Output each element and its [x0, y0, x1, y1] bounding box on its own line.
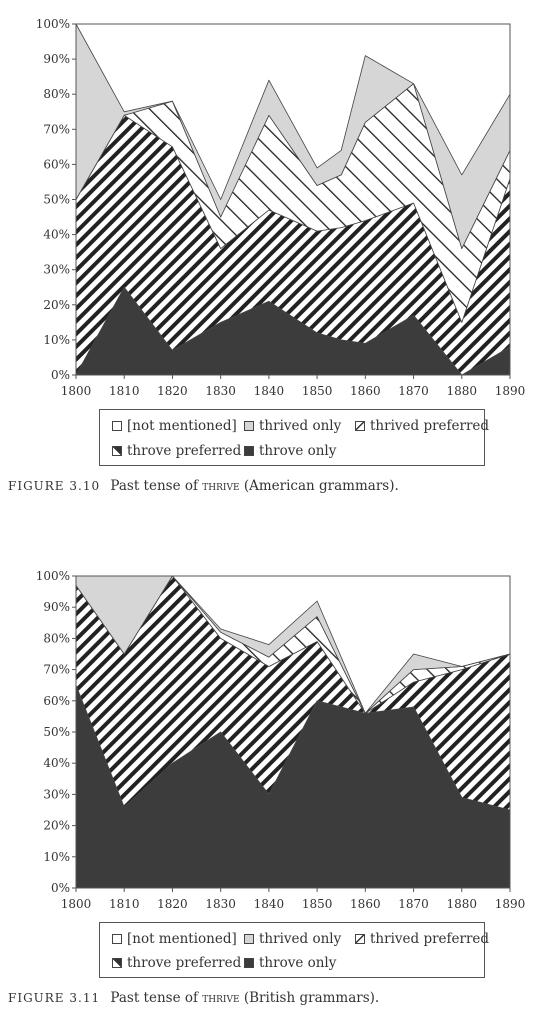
swatch-throve-preferred	[112, 446, 122, 456]
x-tick-label: 1880	[447, 384, 478, 398]
swatch-thrived-only	[244, 421, 254, 431]
y-tick-label: 80%	[43, 87, 70, 101]
caption-word: thrive	[202, 990, 240, 1006]
x-tick-label: 1830	[205, 384, 236, 398]
legend-label: throve only	[259, 443, 337, 459]
caption-word: thrive	[202, 478, 240, 494]
figure-3-11: 0% 10% 20% 30% 40% 50% 60% 70% 80% 90% 100% 1800 181…	[0, 560, 540, 1023]
x-tick-label: 1820	[157, 897, 188, 911]
y-tick-label: 0%	[51, 368, 70, 382]
y-tick-label: 30%	[43, 263, 70, 277]
y-tick-label: 20%	[43, 819, 70, 833]
x-tick-label: 1860	[350, 897, 381, 911]
legend-label: [not mentioned]	[127, 931, 237, 947]
x-tick-label: 1850	[302, 897, 333, 911]
y-tick-label: 10%	[43, 850, 70, 864]
x-tick-label: 1880	[447, 897, 478, 911]
figure-3-10: 0% 10% 20% 30% 40% 50% 60% 70% 80% 90% 100% 1800 181…	[0, 0, 540, 500]
legend-label: thrived only	[259, 931, 342, 947]
caption-text-after: (British grammars).	[239, 990, 380, 1006]
y-tick-label: 0%	[51, 881, 70, 895]
y-tick-label: 10%	[43, 333, 70, 347]
y-tick-label: 70%	[43, 122, 70, 136]
legend-item-thrived-preferred: thrived preferred	[355, 418, 489, 434]
legend-item-throve-preferred: throve preferred	[112, 443, 241, 459]
chart-american-grammars: 0% 10% 20% 30% 40% 50% 60% 70% 80% 90% 100% 1800 181…	[36, 17, 526, 398]
x-tick-label: 1860	[350, 384, 381, 398]
y-tick-label: 40%	[43, 756, 70, 770]
caption-text-before: Past tense of	[110, 478, 203, 494]
figure-number: FIGURE 3.10	[8, 479, 101, 493]
y-tick-label: 20%	[43, 298, 70, 312]
figure-number: FIGURE 3.11	[8, 991, 101, 1005]
swatch-thrived-preferred	[355, 421, 365, 431]
y-tick-label: 100%	[36, 17, 70, 31]
legend-label: [not mentioned]	[127, 418, 237, 434]
legend-item-not-mentioned: [not mentioned]	[112, 418, 237, 434]
y-tick-label: 90%	[43, 52, 70, 66]
legend-item-not-mentioned: [not mentioned]	[112, 931, 237, 947]
legend: [not mentioned] thrived only thrived pre…	[99, 409, 489, 466]
x-tick-label: 1890	[495, 384, 526, 398]
y-tick-label: 90%	[43, 600, 70, 614]
legend-label: thrived preferred	[370, 418, 490, 434]
swatch-throve-only	[244, 446, 254, 456]
x-tick-label: 1840	[254, 897, 285, 911]
legend-item-thrived-preferred: thrived preferred	[355, 931, 489, 947]
legend-label: throve preferred	[127, 955, 242, 971]
swatch-not-mentioned	[112, 421, 122, 431]
caption-text-before: Past tense of	[110, 990, 203, 1006]
y-tick-label: 30%	[43, 787, 70, 801]
y-tick-label: 60%	[43, 157, 70, 171]
x-tick-label: 1810	[109, 384, 140, 398]
x-tick-label: 1830	[205, 897, 236, 911]
legend-label: thrived only	[259, 418, 342, 434]
swatch-thrived-only	[244, 934, 254, 944]
y-tick-label: 50%	[43, 725, 70, 739]
y-tick-label: 100%	[36, 569, 70, 583]
legend-label: throve only	[259, 955, 337, 971]
swatch-throve-preferred	[112, 958, 122, 968]
x-tick-label: 1820	[157, 384, 188, 398]
area-thrived-only	[75, 575, 511, 714]
y-tick-label: 50%	[43, 193, 70, 207]
x-tick-label: 1850	[302, 384, 333, 398]
caption-text-after: (American grammars).	[239, 478, 399, 494]
y-tick-label: 40%	[43, 228, 70, 242]
legend-item-throve-preferred: throve preferred	[112, 955, 241, 971]
figure-caption: FIGURE 3.11 Past tense of thrive (Britis…	[8, 990, 379, 1006]
y-tick-label: 70%	[43, 663, 70, 677]
swatch-throve-only	[244, 958, 254, 968]
y-tick-label: 80%	[43, 631, 70, 645]
legend-label: throve preferred	[127, 443, 242, 459]
swatch-thrived-preferred	[355, 934, 365, 944]
legend-item-throve-only: throve only	[244, 443, 336, 459]
legend-item-throve-only: throve only	[244, 955, 336, 971]
figure-caption: FIGURE 3.10 Past tense of thrive (Americ…	[8, 478, 399, 494]
x-tick-label: 1870	[398, 897, 429, 911]
y-tick-label: 60%	[43, 694, 70, 708]
x-tick-label: 1810	[109, 897, 140, 911]
legend-item-thrived-only: thrived only	[244, 418, 341, 434]
legend-label: thrived preferred	[370, 931, 490, 947]
x-tick-label: 1890	[495, 897, 526, 911]
x-tick-label: 1800	[61, 897, 92, 911]
legend: [not mentioned] thrived only thrived pre…	[99, 922, 489, 978]
swatch-not-mentioned	[112, 934, 122, 944]
legend-item-thrived-only: thrived only	[244, 931, 341, 947]
x-tick-label: 1800	[61, 384, 92, 398]
x-tick-label: 1840	[254, 384, 285, 398]
x-tick-label: 1870	[398, 384, 429, 398]
chart-british-grammars: 0% 10% 20% 30% 40% 50% 60% 70% 80% 90% 100% 1800 181…	[36, 569, 526, 911]
